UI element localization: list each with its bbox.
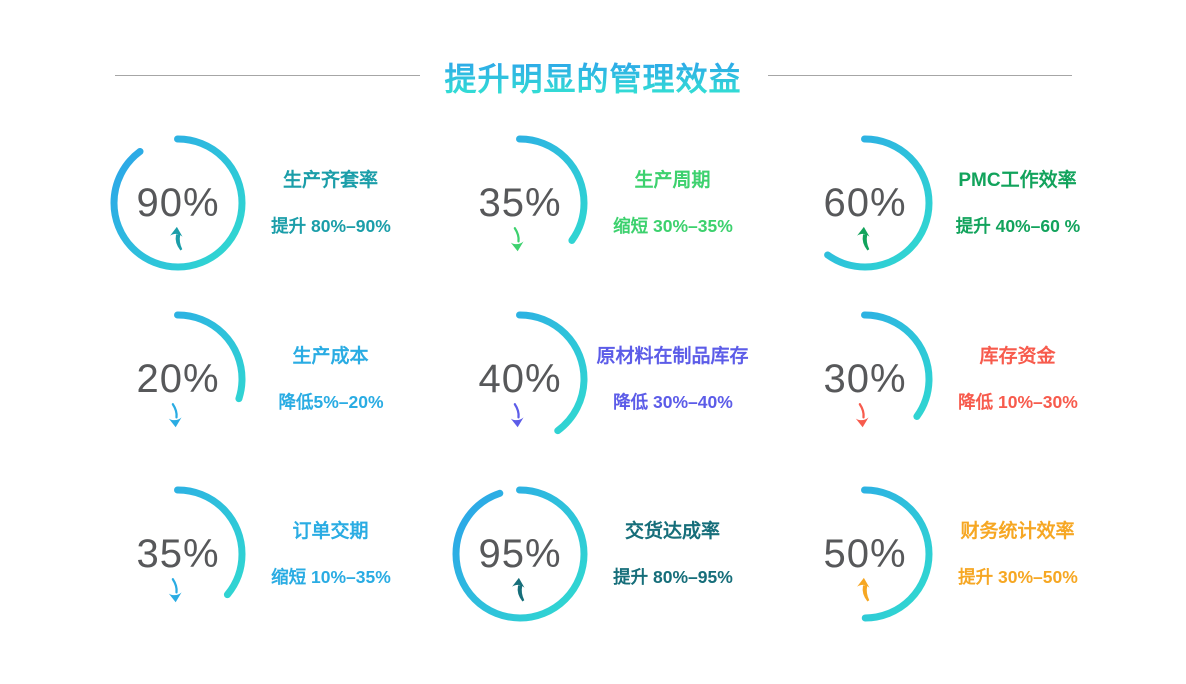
trend-arrow-icon (168, 403, 182, 428)
metric-card: 35% 生产周期 缩短 30%–35% (445, 128, 790, 283)
metric-desc: 提升 40%–60 % (955, 216, 1081, 236)
metric-desc: 降低5%–20% (278, 392, 384, 412)
gauge-percent-label: 35% (136, 532, 220, 576)
gauge-ring: 30% (790, 304, 940, 454)
metric-desc: 提升 80%–95% (613, 567, 733, 587)
gauge-percent-label: 20% (136, 357, 220, 401)
metric-desc: 缩短 30%–35% (613, 216, 733, 236)
gauge-ring: 35% (445, 128, 595, 278)
metric-desc: 提升 80%–90% (271, 216, 391, 236)
trend-arrow-icon (855, 403, 869, 428)
metric-card: 60% PMC工作效率 提升 40%–60 % (790, 128, 1135, 283)
gauge-arc (797, 486, 933, 622)
metric-title: PMC工作效率 (958, 170, 1077, 191)
metric-title: 订单交期 (292, 521, 369, 542)
gauge-percent-label: 40% (478, 357, 562, 401)
gauge-percent-label: 35% (478, 181, 562, 225)
gauge-arc (452, 486, 588, 622)
trend-arrow-icon (510, 227, 524, 252)
gauge-percent-label: 50% (823, 532, 907, 576)
metric-title: 生产齐套率 (282, 170, 378, 191)
metric-title: 原材料在制品库存 (596, 346, 749, 367)
gauge-ring: 40% (445, 304, 595, 454)
gauge-arc (452, 135, 588, 271)
gauge-arc (452, 311, 588, 447)
gauge-ring: 90% (103, 128, 253, 278)
gauge-arc (797, 311, 933, 447)
header-rule-left (115, 75, 420, 76)
metric-card: 50% 财务统计效率 提升 30%–50% (790, 479, 1135, 634)
gauge-arc (110, 311, 246, 447)
trend-arrow-icon (857, 226, 870, 251)
metric-title: 生产成本 (292, 346, 369, 367)
gauge-ring: 60% (790, 128, 940, 278)
page-title: 提升明显的管理效益 (0, 54, 1186, 100)
metric-title: 库存资金 (979, 346, 1056, 367)
metric-card: 90% 生产齐套率 提升 80%–90% (103, 128, 448, 283)
gauge-percent-label: 90% (136, 181, 220, 225)
gauge-percent-label: 95% (478, 532, 562, 576)
gauge-ring: 20% (103, 304, 253, 454)
header-rule-right (768, 75, 1072, 76)
metric-card: 20% 生产成本 降低5%–20% (103, 304, 448, 459)
trend-arrow-icon (857, 577, 870, 602)
metric-desc: 缩短 10%–35% (271, 567, 391, 587)
gauge-arc (797, 135, 933, 271)
metric-card: 30% 库存资金 降低 10%–30% (790, 304, 1135, 459)
gauge-ring: 50% (790, 479, 940, 629)
gauge-percent-label: 30% (823, 357, 907, 401)
gauge-arc (110, 135, 246, 271)
trend-arrow-icon (510, 403, 524, 428)
metric-title: 生产周期 (634, 170, 711, 191)
gauge-ring: 35% (103, 479, 253, 629)
trend-arrow-icon (170, 226, 183, 251)
metric-card: 35% 订单交期 缩短 10%–35% (103, 479, 448, 634)
metric-card: 40% 原材料在制品库存 降低 30%–40% (445, 304, 790, 459)
metric-desc: 降低 10%–30% (958, 392, 1078, 412)
metric-desc: 提升 30%–50% (958, 567, 1078, 587)
gauge-arc (110, 486, 246, 622)
gauge-ring: 95% (445, 479, 595, 629)
metric-card: 95% 交货达成率 提升 80%–95% (445, 479, 790, 634)
metric-title: 财务统计效率 (960, 521, 1075, 542)
trend-arrow-icon (168, 578, 182, 603)
metric-title: 交货达成率 (624, 521, 720, 542)
gauge-percent-label: 60% (823, 181, 907, 225)
trend-arrow-icon (512, 577, 525, 602)
metric-desc: 降低 30%–40% (613, 392, 733, 412)
